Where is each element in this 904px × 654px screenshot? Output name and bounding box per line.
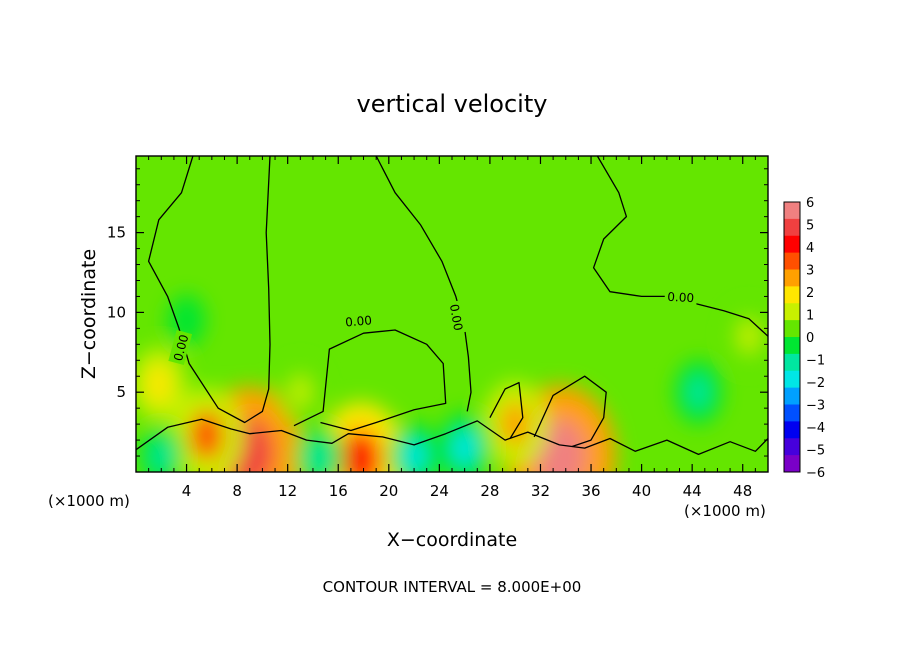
heatmap-feature bbox=[178, 306, 196, 334]
y-tick-label: 5 bbox=[116, 383, 126, 401]
x-tick-label: 12 bbox=[278, 482, 297, 500]
contour-line bbox=[293, 329, 447, 432]
colorbar-tick-label: −2 bbox=[806, 376, 825, 391]
heatmap-feature bbox=[308, 440, 331, 472]
colorbar-segment bbox=[784, 320, 800, 338]
heatmap-feature bbox=[190, 410, 224, 461]
colorbar-segment bbox=[784, 337, 800, 355]
x-tick-label: 36 bbox=[581, 482, 600, 500]
y-axis-label: Z−coordinate bbox=[78, 249, 100, 379]
x-tick-label: 44 bbox=[683, 482, 702, 500]
colorbar-tick-label: 0 bbox=[806, 331, 814, 346]
colorbar-segment bbox=[784, 235, 800, 254]
contour-line bbox=[147, 156, 271, 424]
colorbar-segment bbox=[784, 404, 800, 422]
heatmap-feature bbox=[290, 376, 311, 409]
contour-label-background bbox=[664, 287, 698, 306]
colorbar-segment bbox=[784, 353, 800, 372]
colorbar-tick-label: 1 bbox=[806, 309, 814, 324]
colorbar-segment bbox=[784, 286, 800, 304]
contour-label: 0.00 bbox=[171, 333, 191, 362]
colorbar-frame bbox=[783, 201, 801, 473]
colorbar-segment bbox=[784, 218, 800, 237]
contour-label-background bbox=[341, 311, 376, 330]
colorbar-tick-label: 6 bbox=[806, 196, 814, 211]
x-tick-label: 4 bbox=[182, 482, 192, 500]
colorbar-tick-label: 4 bbox=[806, 241, 814, 256]
contour-line bbox=[592, 156, 768, 337]
y-tick-label: 15 bbox=[107, 224, 126, 242]
colorbar-segment bbox=[784, 421, 800, 439]
contour-line bbox=[489, 381, 524, 439]
y-axis-ticks: 5 10 15 bbox=[107, 168, 768, 457]
heatmap-feature bbox=[151, 440, 172, 472]
colorbar-tick-label: −6 bbox=[806, 466, 825, 481]
colorbar-segment bbox=[784, 387, 800, 405]
colorbar-segment bbox=[784, 438, 800, 456]
colorbar-segment bbox=[784, 303, 800, 321]
x-tick-label: 32 bbox=[531, 482, 550, 500]
colorbar-segment bbox=[784, 370, 800, 389]
heatmap-feature bbox=[146, 365, 172, 404]
x-tick-label: 48 bbox=[733, 482, 752, 500]
contour-label-background bbox=[168, 329, 193, 366]
contour-interval-note: CONTOUR INTERVAL = 8.000E+00 bbox=[323, 578, 582, 596]
x-tick-label: 40 bbox=[632, 482, 651, 500]
colorbar-tick-label: 3 bbox=[806, 264, 814, 279]
x-unit-label-left: (×1000 m) bbox=[48, 492, 130, 510]
contour-label: 0.00 bbox=[345, 313, 373, 329]
contour-label: 0.00 bbox=[667, 290, 694, 305]
heatmap-feature bbox=[452, 429, 477, 468]
x-tick-label: 24 bbox=[430, 482, 449, 500]
x-axis-label: X−coordinate bbox=[387, 529, 517, 551]
colorbar-tick-label: −1 bbox=[806, 354, 825, 369]
x-tick-label: 28 bbox=[480, 482, 499, 500]
heatmap-feature bbox=[340, 429, 381, 472]
x-tick-label: 16 bbox=[329, 482, 348, 500]
colorbar-tick-label: −5 bbox=[806, 444, 825, 459]
colorbar-segment bbox=[784, 269, 800, 287]
x-tick-label: 20 bbox=[379, 482, 398, 500]
heatmap-feature bbox=[402, 438, 426, 472]
x-axis-ticks: 4 8 12 16 20 24 28 32 36 40 44 48 bbox=[148, 156, 756, 500]
colorbar-segment bbox=[784, 252, 800, 270]
contour-lines bbox=[136, 156, 768, 456]
colorbar-tick-label: 5 bbox=[806, 219, 814, 234]
heatmap-feature bbox=[687, 375, 710, 410]
contour-label: 0.00 bbox=[447, 303, 465, 332]
x-unit-label-right: (×1000 m) bbox=[684, 502, 766, 520]
x-tick-label: 8 bbox=[232, 482, 242, 500]
contour-labels: 0.00 0.00 0.00 0.00 bbox=[168, 287, 698, 366]
colorbar-segment bbox=[784, 202, 800, 220]
colorbar: 6 5 4 3 2 1 0 −1 −2 −3 −4 −5 −6 bbox=[783, 196, 825, 481]
colorbar-tick-label: −3 bbox=[806, 399, 825, 414]
colorbar-tick-label: −4 bbox=[806, 421, 825, 436]
heatmap-features bbox=[136, 294, 768, 472]
contour-line bbox=[375, 156, 472, 412]
colorbar-tick-label: 2 bbox=[806, 286, 814, 301]
contour-line bbox=[136, 418, 768, 456]
contour-label-background bbox=[446, 300, 468, 335]
colorbar-segment bbox=[784, 455, 800, 473]
heatmap-feature bbox=[738, 319, 760, 353]
y-tick-label: 10 bbox=[107, 303, 126, 321]
chart-title: vertical velocity bbox=[357, 90, 548, 118]
contour-line bbox=[533, 375, 607, 448]
